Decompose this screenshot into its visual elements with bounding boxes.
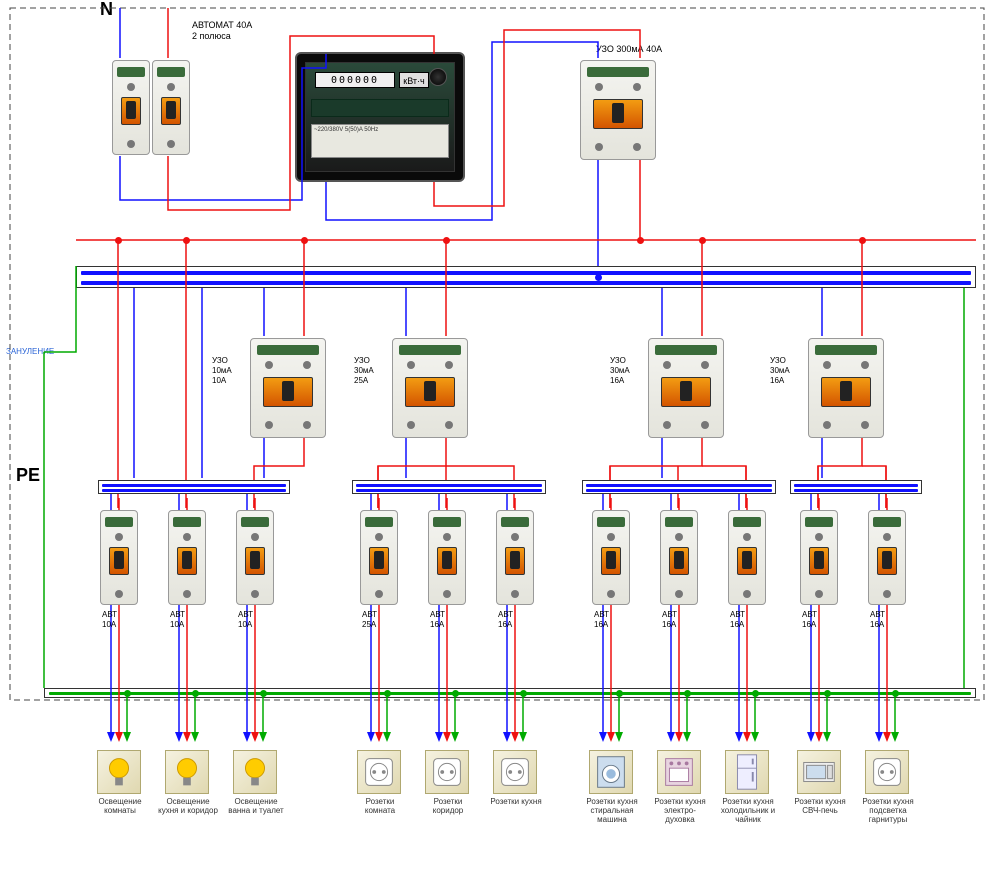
breaker-2-label: АВТ 10А [170, 610, 185, 630]
load-10-label: Розетки кухня СВЧ-печь [790, 797, 850, 815]
load-10: Розетки кухня СВЧ-печь [797, 750, 841, 794]
rcd-3-label: УЗО 30мА 16А [610, 356, 630, 386]
breaker-9 [728, 510, 766, 605]
breaker-6 [496, 510, 534, 605]
breaker-3 [236, 510, 274, 605]
main-neutral-busbar [76, 266, 976, 288]
load-9: Розетки кухня холодильник и чайник [725, 750, 769, 794]
load-2: Освещение кухня и коридор [165, 750, 209, 794]
rcd-2 [392, 338, 468, 438]
load-7: Розетки кухня стиральная машина [589, 750, 633, 794]
load-5-label: Розетки коридор [418, 797, 478, 815]
load-6-label: Розетки кухня [486, 797, 546, 806]
load-8: Розетки кухня электро- духовка [657, 750, 701, 794]
sub-neutral-bus-3 [582, 480, 776, 494]
breaker-9-label: АВТ 16А [730, 610, 745, 630]
load-3-label: Освещение ванна и туалет [226, 797, 286, 815]
rcd-1 [250, 338, 326, 438]
rcd-4-label: УЗО 30мА 16А [770, 356, 790, 386]
load-1-label: Освещение комнаты [90, 797, 150, 815]
main-breaker-label: АВТОМАТ 40А 2 полюса [192, 20, 252, 42]
main-rcd [580, 60, 656, 160]
breaker-1-label: АВТ 10А [102, 610, 117, 630]
neutral-label: N [100, 4, 113, 15]
rcd-4 [808, 338, 884, 438]
load-3: Освещение ванна и туалет [233, 750, 277, 794]
electricity-meter: 000000 кВт·ч ~220/380V 5(50)A 50Hz [295, 52, 465, 182]
pe-busbar [44, 688, 976, 698]
breaker-2 [168, 510, 206, 605]
load-4-label: Розетки комната [350, 797, 410, 815]
load-2-label: Освещение кухня и коридор [158, 797, 218, 815]
sub-neutral-bus-2 [352, 480, 546, 494]
rcd-1-label: УЗО 10мА 10А [212, 356, 232, 386]
pe-label: PE [16, 470, 40, 481]
sub-neutral-bus-4 [790, 480, 922, 494]
breaker-4 [360, 510, 398, 605]
main-breaker-pole-1 [112, 60, 150, 155]
load-9-label: Розетки кухня холодильник и чайник [718, 797, 778, 824]
breaker-5-label: АВТ 16А [430, 610, 445, 630]
load-4: Розетки комната [357, 750, 401, 794]
load-7-label: Розетки кухня стиральная машина [582, 797, 642, 824]
load-11: Розетки кухня подсветка гарнитуры [865, 750, 909, 794]
breaker-1 [100, 510, 138, 605]
load-5: Розетки коридор [425, 750, 469, 794]
breaker-11-label: АВТ 16А [870, 610, 885, 630]
breaker-7-label: АВТ 16А [594, 610, 609, 630]
rcd-3 [648, 338, 724, 438]
main-rcd-label: УЗО 300мА 40А [596, 44, 662, 55]
load-1: Освещение комнаты [97, 750, 141, 794]
breaker-10 [800, 510, 838, 605]
sub-neutral-bus-1 [98, 480, 290, 494]
main-breaker-pole-2 [152, 60, 190, 155]
breaker-11 [868, 510, 906, 605]
breaker-4-label: АВТ 25А [362, 610, 377, 630]
bonding-label: ЗАНУЛЕНИЕ [6, 346, 54, 357]
load-8-label: Розетки кухня электро- духовка [650, 797, 710, 824]
breaker-6-label: АВТ 16А [498, 610, 513, 630]
breaker-8 [660, 510, 698, 605]
breaker-3-label: АВТ 10А [238, 610, 253, 630]
breaker-10-label: АВТ 16А [802, 610, 817, 630]
breaker-8-label: АВТ 16А [662, 610, 677, 630]
rcd-2-label: УЗО 30мА 25А [354, 356, 374, 386]
breaker-7 [592, 510, 630, 605]
load-11-label: Розетки кухня подсветка гарнитуры [858, 797, 918, 824]
breaker-5 [428, 510, 466, 605]
load-6: Розетки кухня [493, 750, 537, 794]
